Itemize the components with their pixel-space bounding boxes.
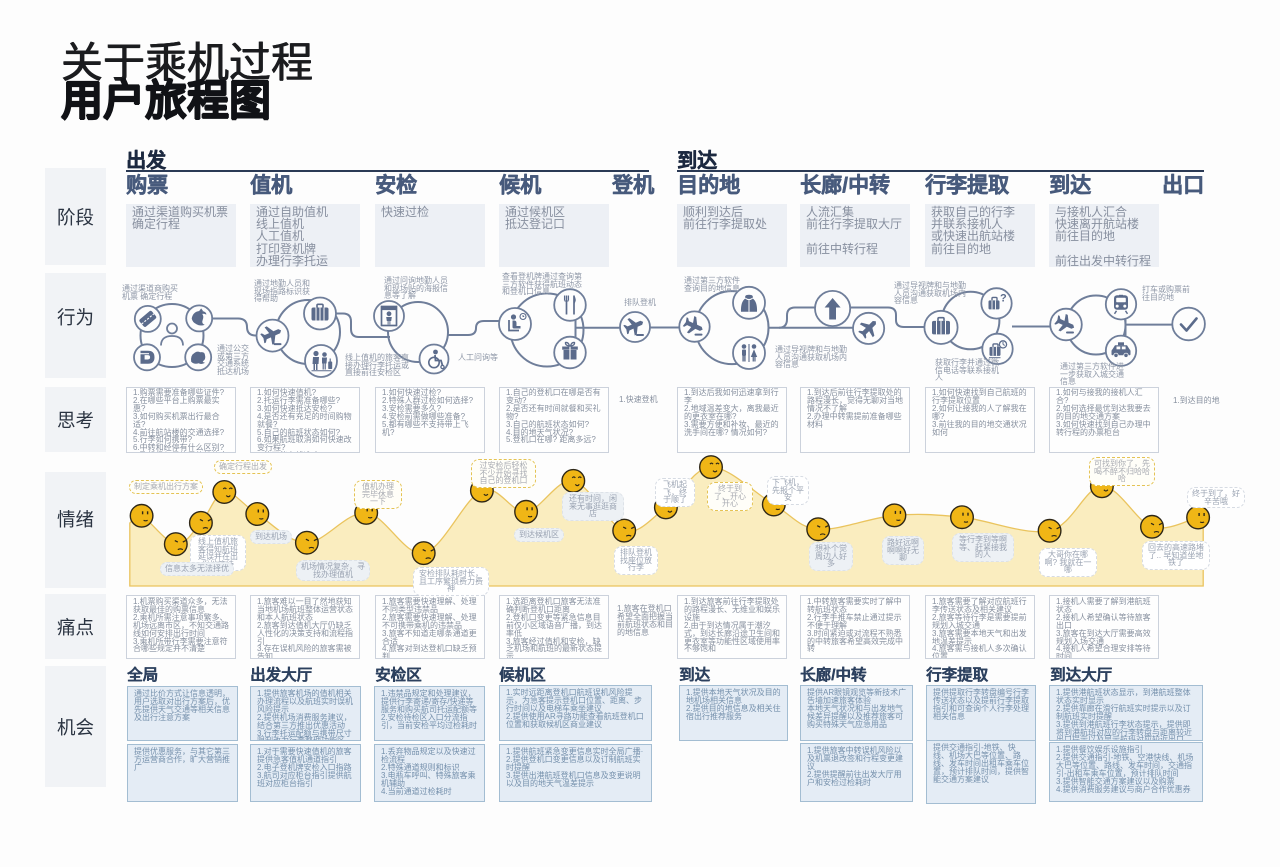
svg-text:?: ? (1000, 292, 1007, 304)
